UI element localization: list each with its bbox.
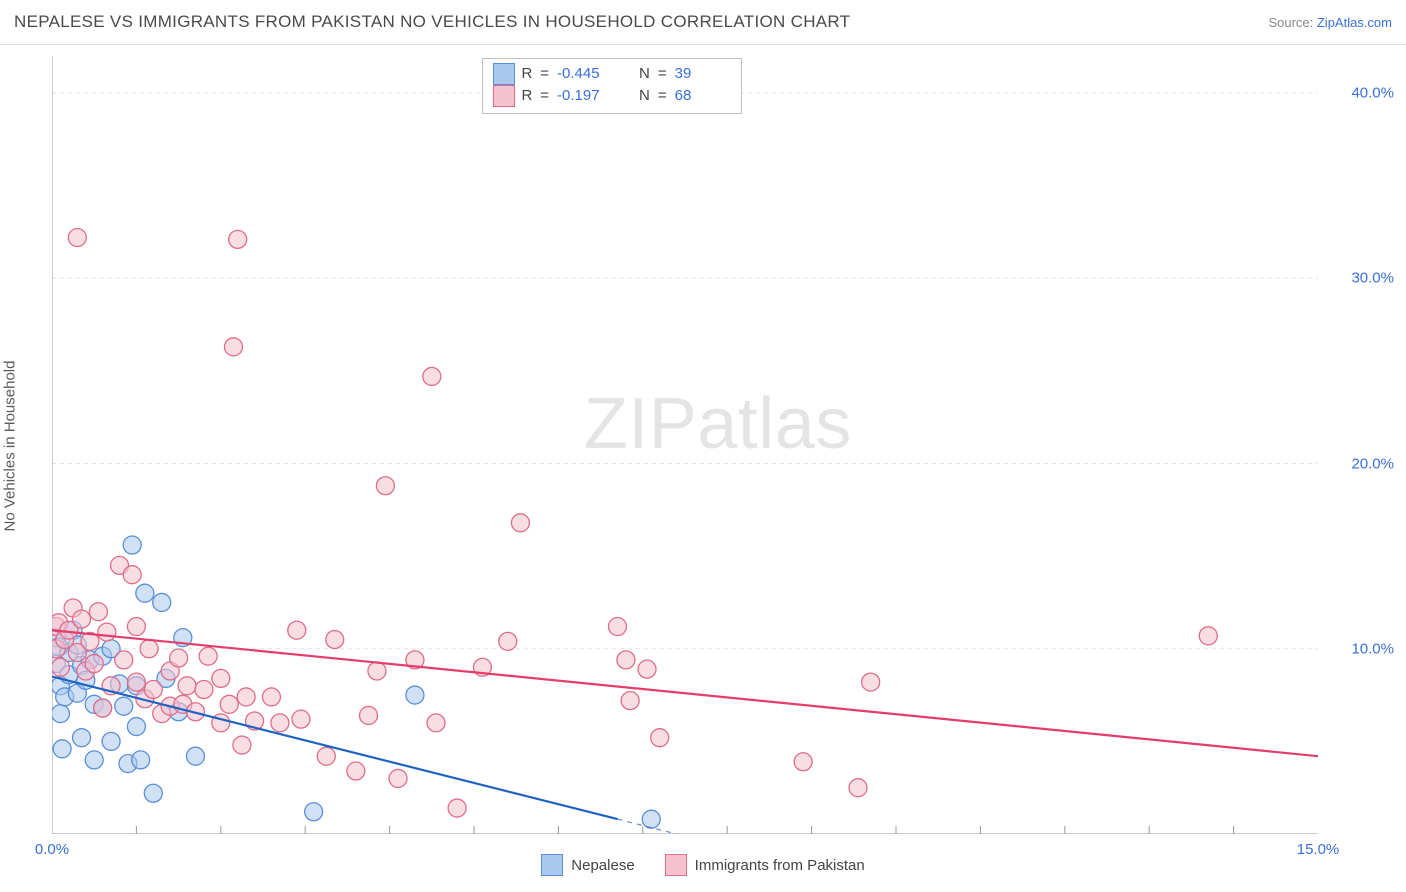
legend-item: Nepalese xyxy=(541,854,634,876)
equals-sign: = xyxy=(658,85,667,107)
stats-row: R = -0.197 N = 68 xyxy=(493,85,730,107)
source-label: Source: xyxy=(1268,15,1316,30)
r-label: R xyxy=(521,85,532,107)
n-label: N xyxy=(639,63,650,85)
legend-swatch xyxy=(493,63,515,85)
legend-item: Immigrants from Pakistan xyxy=(665,854,865,876)
correlation-stats-box: R = -0.445 N = 39 R = -0.197 N = 68 xyxy=(482,58,741,114)
chart-title: NEPALESE VS IMMIGRANTS FROM PAKISTAN NO … xyxy=(14,12,850,32)
equals-sign: = xyxy=(658,63,667,85)
x-tick-label: 15.0% xyxy=(1297,841,1340,858)
n-label: N xyxy=(639,85,650,107)
chart-header: NEPALESE VS IMMIGRANTS FROM PAKISTAN NO … xyxy=(0,0,1406,45)
r-label: R xyxy=(521,63,532,85)
equals-sign: = xyxy=(540,85,549,107)
bottom-legend: Nepalese Immigrants from Pakistan xyxy=(0,854,1406,876)
r-value: -0.197 xyxy=(557,85,613,107)
source-attribution: Source: ZipAtlas.com xyxy=(1268,15,1392,30)
equals-sign: = xyxy=(540,63,549,85)
y-axis-label: No Vehicles in Household xyxy=(2,361,19,532)
legend-swatch xyxy=(665,854,687,876)
r-value: -0.445 xyxy=(557,63,613,85)
n-value: 39 xyxy=(675,63,731,85)
legend-swatch xyxy=(541,854,563,876)
y-tick-label: 10.0% xyxy=(1351,640,1394,657)
y-tick-label: 30.0% xyxy=(1351,270,1394,287)
y-tick-label: 40.0% xyxy=(1351,85,1394,102)
y-tick-label: 20.0% xyxy=(1351,455,1394,472)
x-tick-label: 0.0% xyxy=(35,841,69,858)
scatter-chart xyxy=(52,56,1318,834)
legend-label: Immigrants from Pakistan xyxy=(695,857,865,874)
stats-row: R = -0.445 N = 39 xyxy=(493,63,730,85)
n-value: 68 xyxy=(675,85,731,107)
legend-swatch xyxy=(493,85,515,107)
source-link[interactable]: ZipAtlas.com xyxy=(1317,15,1392,30)
legend-label: Nepalese xyxy=(571,857,634,874)
plot-area: ZIPatlas R=-0.445N=39R=-0.197N=68 xyxy=(52,56,1318,834)
